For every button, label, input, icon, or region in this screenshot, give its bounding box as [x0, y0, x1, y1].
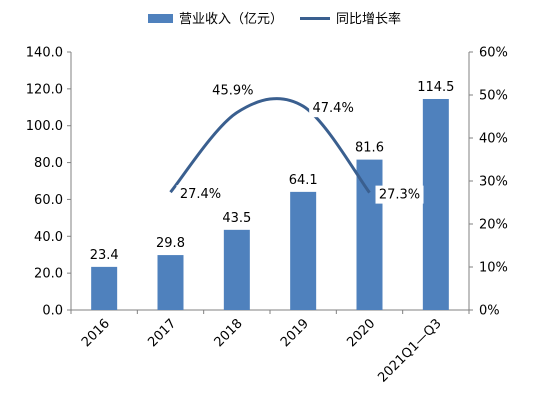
revenue-bar-label: 43.5 [222, 211, 251, 226]
revenue-bar-label: 64.1 [289, 173, 318, 188]
growth-line [169, 97, 371, 194]
revenue-bar [157, 255, 184, 310]
y-left-tick-label: 0.0 [42, 304, 63, 319]
y-right-tick-label: 20% [479, 218, 508, 233]
growth-label-bg [309, 99, 358, 118]
revenue-bar-label: 81.6 [355, 141, 384, 156]
revenue-bar-label: 114.5 [417, 80, 454, 95]
data-labels: 23.4 29.8 43.5 64.1 81.6 114.5 27.4% 45.9% 47.4%… [90, 80, 455, 263]
growth-rate-label: 47.4% [313, 101, 354, 116]
y-left-tick-label: 80.0 [34, 156, 63, 171]
bars [91, 98, 449, 310]
y-left-tick-label: 120.0 [26, 82, 63, 97]
growth-rate-label: 27.4% [180, 187, 221, 202]
growth-label-bg [176, 185, 225, 204]
x-tick-label: 2016 [79, 316, 113, 350]
x-tick-label: 2017 [145, 316, 179, 350]
legend-bar-label: 营业收入（亿元） [179, 12, 283, 27]
growth-line-path [169, 97, 371, 194]
y-left-tick-label: 20.0 [34, 267, 63, 282]
growth-rate-label: 27.3% [379, 188, 420, 203]
y-right-tick-label: 60% [479, 46, 508, 61]
revenue-bar [422, 98, 449, 310]
revenue-bar [223, 229, 250, 310]
legend-bar-swatch [148, 14, 173, 23]
legend-line-label: 同比增长率 [336, 11, 401, 27]
y-left-tick-label: 40.0 [34, 230, 63, 245]
y-right-tick-label: 30% [479, 175, 508, 190]
x-tick-label: 2019 [278, 316, 312, 350]
revenue-bar [356, 159, 383, 310]
growth-rate-label: 45.9% [212, 84, 253, 99]
y-right-tick-label: 10% [479, 261, 508, 276]
y-right-tick-label: 0% [479, 304, 500, 319]
y-left-tick-label: 100.0 [26, 119, 63, 134]
x-tick-label: 2018 [212, 316, 246, 350]
legend: 营业收入（亿元） 同比增长率 [148, 11, 401, 27]
growth-label-bg [208, 81, 257, 100]
y-left-tick-label: 140.0 [26, 46, 63, 61]
y-left-tick-label: 60.0 [34, 193, 63, 208]
y-right-tick-label: 50% [479, 89, 508, 104]
revenue-bar-label: 23.4 [90, 248, 119, 263]
y-right-tick-label: 40% [479, 132, 508, 147]
revenue-bar-label: 29.8 [156, 236, 185, 251]
x-tick-label: 2020 [344, 316, 378, 350]
revenue-bar [91, 266, 118, 310]
growth-label-bg [375, 185, 424, 204]
x-tick-label: 2021Q1—Q3 [375, 316, 444, 385]
revenue-bar [290, 191, 317, 310]
